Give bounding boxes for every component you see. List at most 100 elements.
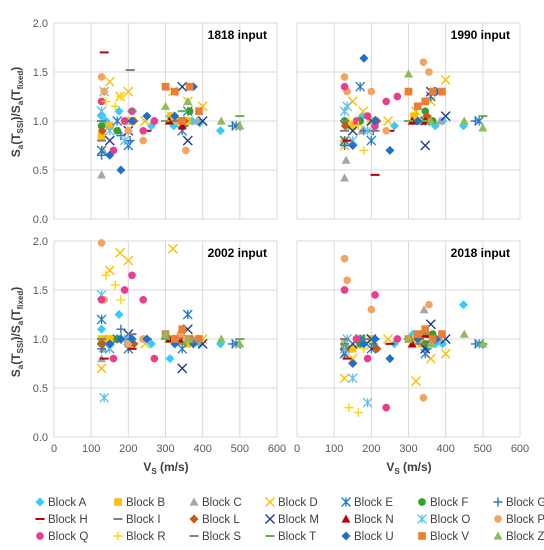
x-tick-label: 600	[511, 443, 529, 455]
data-point	[139, 136, 148, 145]
y-tick-label: 2.0	[33, 236, 48, 248]
data-point	[370, 116, 380, 126]
data-point	[116, 295, 126, 305]
data-point	[348, 141, 358, 150]
legend-label: Block O	[430, 514, 470, 526]
data-point	[192, 116, 202, 125]
legend-label: Block M	[278, 514, 319, 526]
legend-label: Block T	[278, 531, 316, 543]
data-point	[185, 82, 194, 91]
data-point	[165, 354, 175, 364]
data-point	[114, 310, 124, 319]
data-point	[139, 295, 148, 304]
data-point	[195, 107, 203, 116]
series-block-z	[161, 329, 245, 348]
data-point	[407, 339, 417, 348]
panel-2: 1990 input	[296, 22, 521, 220]
data-point	[128, 271, 136, 280]
y-axis-label-top: Sa(TSSI)/Sa(Tfixed)	[9, 67, 25, 158]
legend-marker	[265, 514, 275, 524]
data-point	[383, 116, 394, 126]
data-point	[104, 265, 115, 276]
data-point	[459, 116, 469, 125]
legend-label: Block G	[506, 497, 544, 509]
data-point	[362, 125, 373, 136]
data-point	[100, 87, 109, 96]
data-point	[340, 141, 350, 150]
legend-item: Block L	[189, 514, 240, 526]
data-point	[413, 330, 422, 338]
data-point	[183, 334, 193, 343]
data-point	[359, 53, 369, 63]
data-point	[113, 126, 122, 135]
legend-label: Block R	[126, 531, 166, 543]
data-point	[459, 300, 469, 310]
y-tick-label: 0.0	[33, 214, 48, 226]
legend-label: Block P	[506, 514, 544, 526]
y-tick-label: 1.5	[33, 285, 48, 297]
data-point	[353, 408, 363, 417]
data-point	[371, 122, 379, 130]
x-tick-label: 100	[82, 443, 100, 455]
data-point	[97, 239, 106, 247]
legend-marker	[341, 514, 351, 523]
data-point	[161, 82, 170, 91]
data-point	[97, 324, 107, 334]
data-point	[177, 81, 188, 92]
legend-marker	[114, 498, 122, 506]
legend-label: Block E	[354, 497, 393, 509]
y-tick-label: 0.0	[33, 432, 48, 444]
data-point	[178, 117, 187, 125]
legend-label: Block Z	[506, 531, 544, 543]
legend-item: Block V	[418, 531, 469, 543]
data-point	[372, 344, 382, 354]
data-point	[367, 305, 376, 314]
data-point	[235, 121, 245, 130]
data-point	[438, 330, 446, 338]
legend-item: Block N	[341, 514, 394, 526]
y-tick-label: 2.0	[33, 18, 48, 30]
y-tick-label: 0.5	[33, 383, 48, 395]
series-block-v	[404, 87, 446, 111]
data-point	[393, 335, 402, 343]
legend-item: Block Z	[493, 531, 544, 543]
legend-label: Block B	[126, 497, 165, 509]
data-point	[370, 334, 380, 344]
data-point	[124, 126, 133, 135]
data-point	[428, 87, 437, 96]
x-axis-label-right: VS (m/s)	[386, 460, 431, 476]
legend-label: Block I	[126, 514, 161, 526]
data-point	[355, 81, 366, 92]
data-point	[116, 334, 126, 344]
data-point	[109, 354, 118, 363]
data-point	[97, 126, 107, 136]
data-point	[470, 116, 480, 126]
data-point	[167, 243, 178, 254]
data-point	[104, 125, 115, 136]
data-point	[104, 76, 115, 87]
data-point	[105, 122, 114, 130]
data-point	[426, 116, 436, 125]
data-point	[101, 270, 111, 280]
data-point	[404, 87, 413, 96]
panel-3: 0.0 0.5 1.0 1.5 2.0 0 100 200 300 400 500 600 2002 i…	[33, 236, 286, 455]
legend-item: Block G	[493, 497, 544, 509]
series-block-t	[161, 110, 245, 122]
data-point	[362, 397, 373, 408]
data-point	[96, 106, 107, 117]
legend-item: Block D	[265, 497, 318, 509]
x-tick-label: 400	[193, 443, 211, 455]
legend-item: Block I	[113, 514, 161, 526]
series-block-p	[340, 58, 433, 135]
data-point	[112, 116, 123, 126]
data-point	[235, 339, 245, 348]
data-point	[435, 116, 445, 125]
data-point	[359, 339, 369, 349]
legend-label: Block N	[354, 514, 394, 526]
x-tick-label: 200	[119, 443, 137, 455]
series-block-r	[344, 344, 369, 417]
data-point	[347, 353, 358, 364]
series-block-d	[339, 74, 451, 151]
legend-item: Block T	[265, 531, 316, 543]
